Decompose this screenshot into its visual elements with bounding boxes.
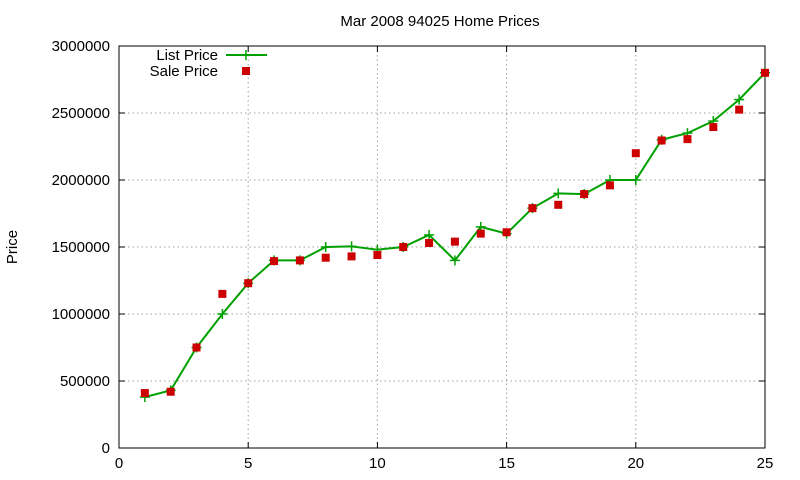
x-tick-label: 20 [627,455,644,472]
sale-price-point [218,289,227,298]
list-price-point [734,94,745,105]
sale-price-point [399,243,408,251]
legend-marker [241,50,251,60]
legend-marker [242,67,250,75]
sale-price-point [657,136,666,145]
list-price-point [320,242,331,252]
sale-price-point [735,105,744,114]
sale-price-point [450,237,459,246]
list-price-point [424,229,435,240]
y-tick-label: 1500000 [52,239,110,256]
sale-price-point [373,251,382,260]
sale-price-point [321,253,330,262]
sale-price-point [295,256,304,265]
sale-price-point [476,229,485,238]
sale-price-point [605,181,614,190]
y-tick-label: 1000000 [52,306,110,323]
list-price-point [346,241,357,252]
legend-entry-list-price: List Price [156,47,267,64]
sale-price-point [244,279,253,288]
x-tick-label: 25 [757,455,774,472]
plot-border [118,45,766,449]
sale-price-point [425,238,434,247]
sale-price-point [709,123,718,132]
list-price-point [449,255,460,266]
sale-price-series [140,68,769,398]
y-tick-label: 500000 [60,373,110,390]
sale-price-point [140,389,149,398]
y-tick-label: 2500000 [52,105,110,122]
list-price-point [217,309,228,319]
sale-price-point [528,204,537,213]
x-tick-label: 15 [498,455,515,472]
legend-label: List Price [156,47,218,64]
sale-price-point [554,200,563,209]
sale-price-point [761,68,769,77]
list-price-point [553,188,564,199]
sale-price-point [683,135,692,144]
y-axis-label: Price [4,230,21,264]
y-tick-label: 3000000 [52,38,110,55]
sale-price-point [270,257,279,266]
legend-entry-sale-price: Sale Price [150,63,250,80]
y-tick-label: 2000000 [52,172,110,189]
x-tick-label: 0 [115,455,123,472]
sale-price-point [631,149,640,158]
sale-price-point [192,343,201,352]
sale-price-point [502,228,511,237]
legend-label: Sale Price [150,63,218,80]
chart-title: Mar 2008 94025 Home Prices [340,13,539,30]
sale-price-point [347,252,356,261]
y-tick-label: 0 [102,440,110,457]
sale-price-point [166,387,175,396]
list-price-point [630,175,641,185]
sale-price-point [580,190,589,199]
tick-labels: 0 5 10 15 20 25 0 500000 1000000 1500000 2000000 25… [52,38,774,472]
series [139,67,770,403]
axes [118,45,766,449]
x-tick-label: 10 [369,455,386,472]
x-tick-label: 5 [244,455,252,472]
